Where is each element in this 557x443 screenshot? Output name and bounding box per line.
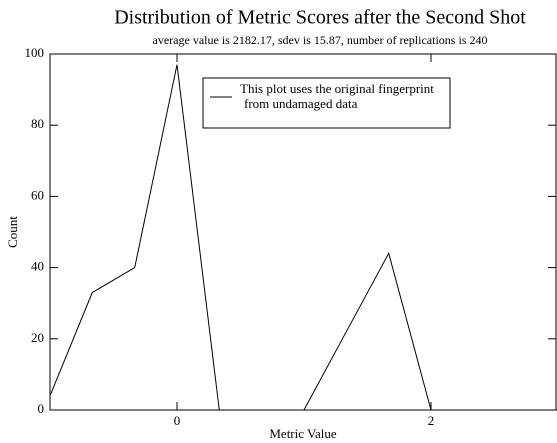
x-tick-label: 0	[174, 413, 181, 428]
x-tick-label: 2	[428, 413, 435, 428]
legend-label: This plot uses the original fingerprint f…	[240, 81, 434, 111]
legend-box	[202, 77, 451, 129]
legend: This plot uses the original fingerprint f…	[202, 77, 451, 129]
y-tick-label: 80	[31, 116, 44, 131]
y-axis-label: Count	[5, 216, 20, 248]
y-tick-label: 100	[25, 45, 45, 60]
data-line	[49, 64, 557, 411]
y-tick-label: 40	[31, 259, 44, 274]
x-axis-label: Metric Value	[269, 426, 336, 441]
y-tick-label: 0	[38, 401, 45, 416]
y-tick-label: 60	[31, 187, 44, 202]
chart-title: Distribution of Metric Scores after the …	[114, 7, 526, 29]
y-tick-label: 20	[31, 330, 44, 345]
chart-subtitle: average value is 2182.17, sdev is 15.87,…	[153, 33, 488, 47]
